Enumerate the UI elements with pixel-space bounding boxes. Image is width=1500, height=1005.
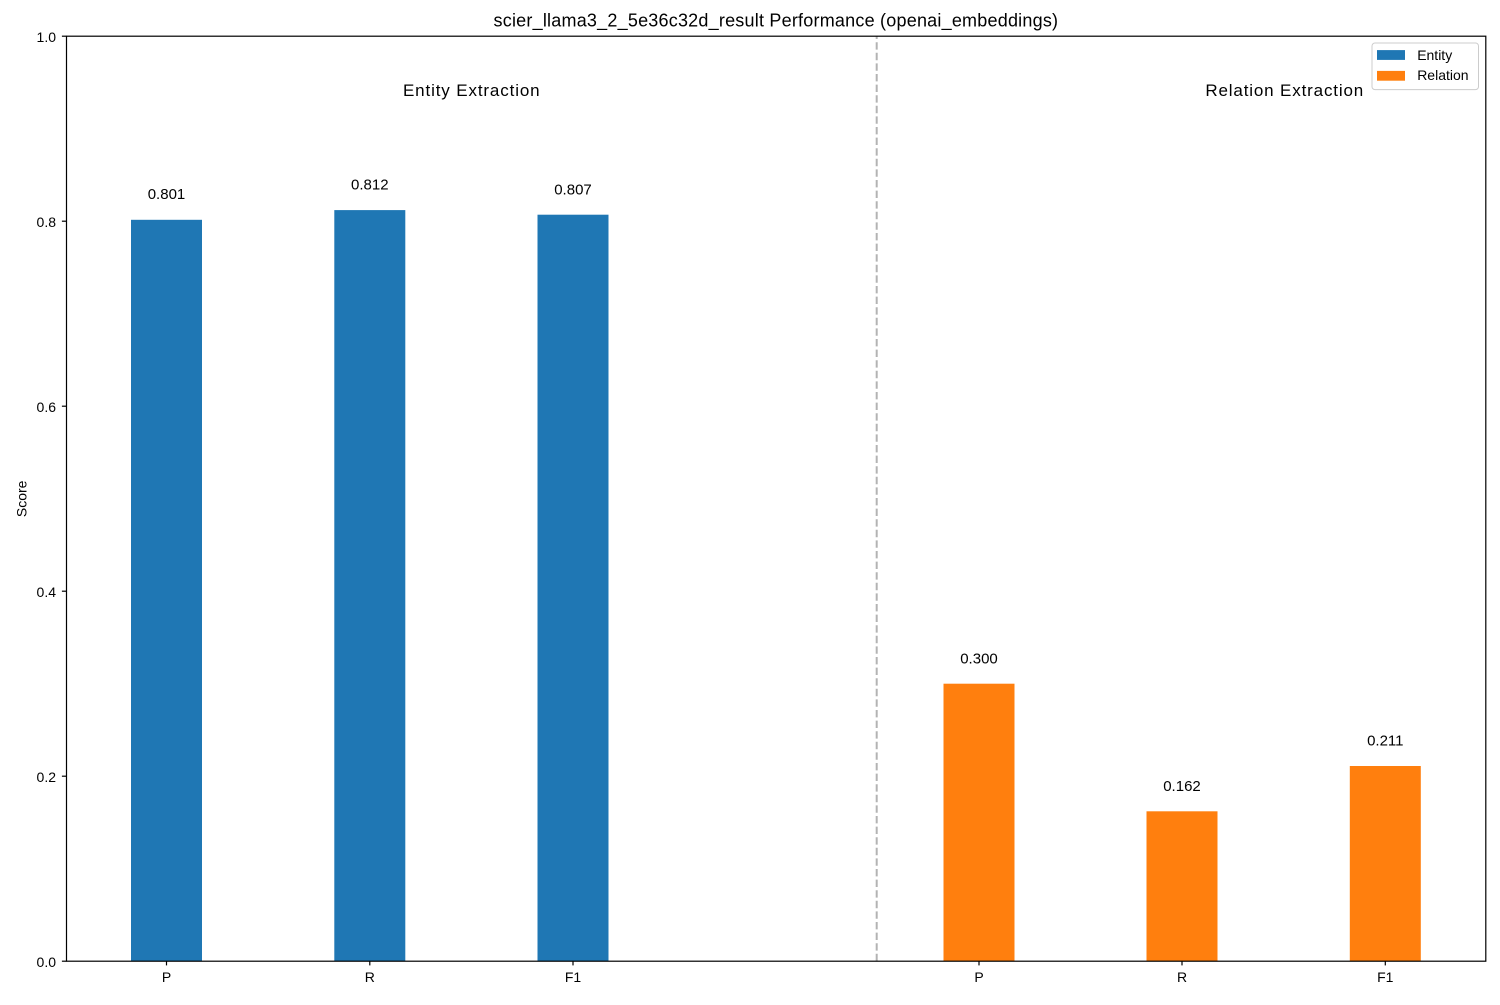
svg-text:Entity: Entity	[1417, 47, 1452, 63]
svg-text:0.4: 0.4	[37, 584, 57, 600]
svg-text:0.0: 0.0	[37, 954, 57, 970]
svg-text:0.300: 0.300	[960, 650, 998, 667]
svg-text:0.807: 0.807	[554, 181, 592, 198]
svg-text:0.801: 0.801	[148, 186, 186, 203]
svg-text:P: P	[974, 969, 983, 985]
svg-text:R: R	[365, 969, 375, 985]
svg-text:0.6: 0.6	[37, 399, 57, 415]
svg-text:scier_llama3_2_5e36c32d_result: scier_llama3_2_5e36c32d_result Performan…	[494, 11, 1059, 32]
svg-text:0.162: 0.162	[1163, 778, 1201, 795]
svg-text:0.211: 0.211	[1367, 733, 1403, 750]
svg-text:P: P	[162, 969, 171, 985]
svg-text:R: R	[1177, 969, 1187, 985]
svg-text:Relation: Relation	[1417, 67, 1468, 83]
svg-text:Score: Score	[14, 480, 30, 517]
svg-text:0.812: 0.812	[351, 177, 389, 194]
svg-text:F1: F1	[1377, 969, 1394, 985]
svg-text:1.0: 1.0	[37, 29, 57, 45]
svg-text:0.8: 0.8	[37, 214, 57, 230]
svg-text:Relation Extraction: Relation Extraction	[1205, 81, 1363, 100]
svg-text:0.2: 0.2	[37, 769, 57, 785]
svg-text:Entity Extraction: Entity Extraction	[403, 81, 540, 100]
svg-text:F1: F1	[565, 969, 582, 985]
